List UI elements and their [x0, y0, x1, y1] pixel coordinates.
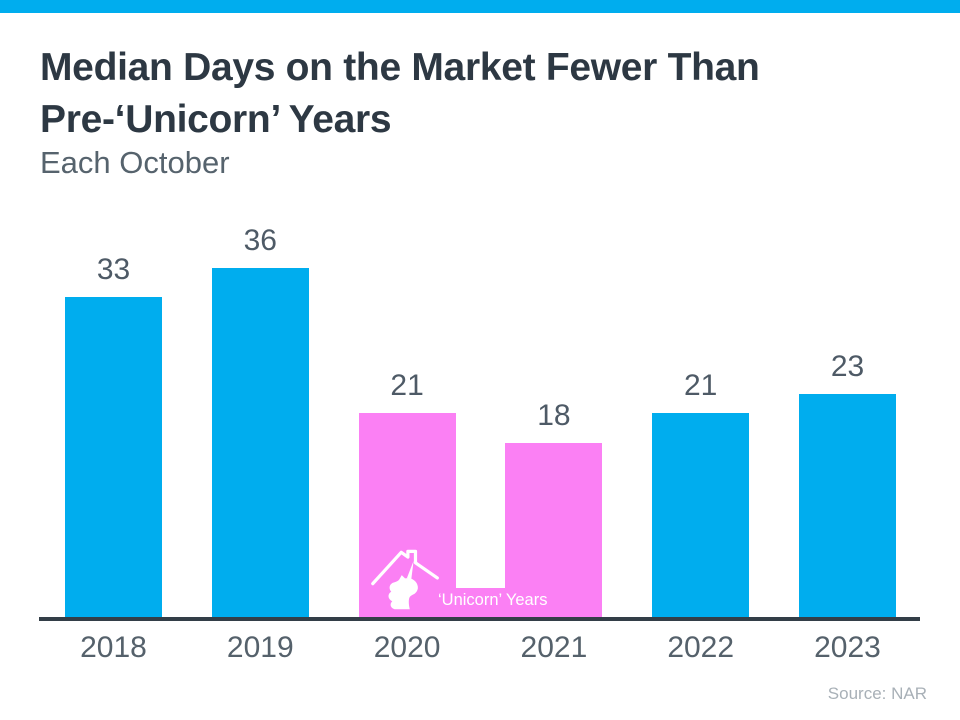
unicorn-house-icon — [371, 549, 439, 610]
unicorn-horn — [406, 560, 414, 580]
top-accent-bar — [0, 0, 960, 13]
year-label-2019: 2019 — [226, 631, 294, 664]
value-label-2018: 33 — [96, 253, 131, 287]
value-label-2020: 21 — [390, 369, 424, 403]
chart-title-line-1: Median Days on the Market Fewer Than — [40, 46, 760, 89]
value-label-2023: 23 — [830, 350, 865, 384]
chart-title-line-2: Pre-‘Unicorn’ Years — [40, 98, 392, 141]
year-label-2018: 2018 — [80, 631, 147, 664]
bar-2022 — [652, 413, 750, 617]
value-label-2022: 21 — [684, 369, 718, 403]
value-label-2021: 18 — [537, 398, 571, 432]
year-label-2021: 2021 — [520, 631, 588, 664]
year-label-2023: 2023 — [814, 631, 881, 664]
year-label-2020: 2020 — [373, 631, 441, 664]
unicorn-head — [388, 575, 418, 610]
chart-title: Median Days on the Market Fewer Than Pre… — [40, 42, 900, 146]
chart-subtitle: Each October — [40, 145, 230, 180]
house-roof-outline — [371, 549, 439, 586]
bar-2018 — [65, 297, 162, 617]
source-attribution: Source: NAR — [827, 684, 927, 703]
bar-2019 — [211, 268, 309, 617]
bar-2021 — [505, 442, 603, 617]
year-label-2022: 2022 — [667, 631, 735, 664]
bar-2023 — [799, 394, 896, 617]
unicorn-years-label: ‘Unicorn’ Years — [438, 591, 548, 609]
value-label-2019: 36 — [243, 224, 277, 257]
x-axis-line — [39, 617, 920, 621]
